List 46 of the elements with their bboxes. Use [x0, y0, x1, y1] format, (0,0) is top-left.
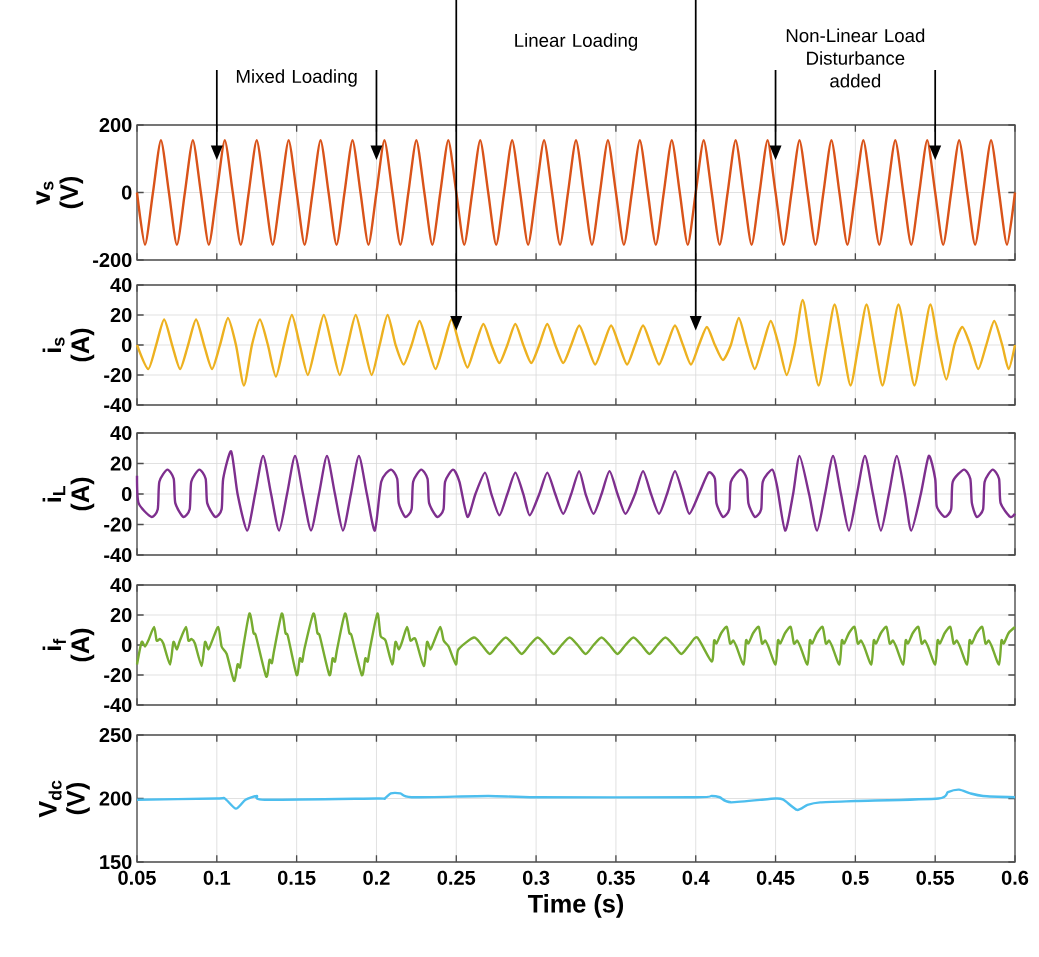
y-axis-title: v$_{s}$ (V) [36, 176, 84, 209]
x-tick-label: 0.25 [437, 870, 476, 885]
y-tick-label: -40 [104, 697, 132, 713]
y-tick-label: -200 [93, 252, 132, 268]
y-tick-label: -20 [104, 367, 132, 383]
x-tick-label: 0.45 [756, 870, 795, 885]
text: Linear Loading [515, 33, 638, 51]
line-series [135, 612, 1017, 683]
y-tick-label: -20 [104, 517, 132, 532]
x-tick-label: 0.05 [118, 870, 156, 885]
y-tick-label: 0 [121, 337, 132, 353]
y-tick-label: -40 [104, 547, 132, 563]
x-axis-title: Time (s) [527, 894, 624, 918]
y-tick-label: 200 [99, 791, 132, 806]
y-tick-label: 20 [110, 307, 132, 323]
x-tick-label: 0.5 [842, 870, 869, 885]
x-tick-label: 0.15 [277, 870, 316, 885]
y-axis-title: i$_{L}$ (A) [42, 477, 95, 511]
y-tick-label: 150 [100, 854, 132, 870]
y-axis-title: i$_{f}$ (A) [42, 628, 95, 662]
y-tick-label: 0 [121, 185, 132, 200]
y-axis-title: i$_{s}$ (A) [42, 328, 95, 362]
line-series [135, 298, 1017, 387]
y-tick-label: 40 [110, 425, 132, 441]
text: Mixed Loading [236, 69, 357, 87]
y-tick-label: -40 [104, 397, 132, 413]
y-tick-label: 250 [99, 727, 132, 743]
x-tick-label: 0.6 [1001, 870, 1029, 885]
x-tick-label: 0.35 [597, 870, 635, 885]
y-tick-label: 40 [110, 277, 132, 293]
x-tick-label: 0.55 [916, 870, 955, 885]
y-tick-label: 200 [99, 117, 132, 133]
y-tick-label: 40 [110, 577, 132, 593]
x-tick-label: 0.3 [522, 870, 550, 885]
line-series [135, 788, 1017, 812]
y-tick-label: -20 [104, 667, 132, 683]
y-tick-label: 20 [110, 607, 132, 623]
x-tick-label: 0.4 [682, 870, 710, 885]
y-tick-label: 20 [110, 456, 132, 471]
x-tick-label: 0.2 [363, 870, 390, 885]
y-tick-label: 0 [121, 637, 132, 653]
text: Non-Linear Load Disturbance added [786, 28, 925, 88]
y-axis-title: V$_{dc}$ (V) [39, 780, 90, 818]
x-tick-label: 0.1 [203, 870, 231, 885]
line-series [135, 450, 1017, 532]
y-tick-label: 0 [121, 486, 132, 502]
